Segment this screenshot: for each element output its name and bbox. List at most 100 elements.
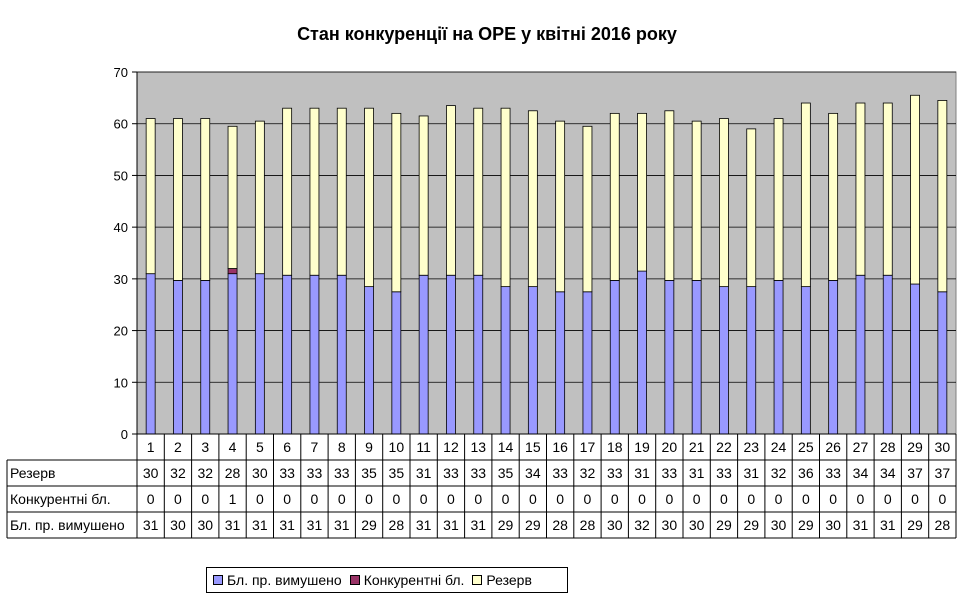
bar-segment [227, 273, 238, 435]
table-cell: 0 [474, 491, 482, 507]
bar-segment [364, 107, 374, 288]
bar-segment [582, 291, 593, 435]
bar-segment [664, 110, 675, 281]
x-tick-label: 4 [229, 439, 237, 455]
table-cell: 0 [556, 491, 564, 507]
table-cell: 33 [662, 465, 678, 481]
bar-segment [937, 100, 948, 293]
bar-segment [937, 291, 948, 435]
bar-segment [391, 112, 402, 293]
table-cell: 0 [829, 491, 837, 507]
bar-segment [746, 286, 757, 435]
bar-segment [200, 280, 211, 435]
bar-segment [364, 286, 374, 435]
table-cell: 0 [502, 491, 510, 507]
legend-item-reserve: Резерв [472, 572, 532, 588]
bar-segment [527, 110, 538, 288]
table-cell: 33 [607, 465, 623, 481]
table-cell: 31 [334, 517, 350, 533]
table-cell: 0 [447, 491, 455, 507]
table-row-label: Бл. пр. вимушено [10, 517, 125, 533]
table-cell: 28 [552, 517, 568, 533]
table-cell: 0 [420, 491, 428, 507]
x-tick-label: 12 [443, 439, 459, 455]
table-cell: 28 [225, 465, 241, 481]
x-tick-label: 6 [283, 439, 291, 455]
legend-swatch-forced [213, 575, 223, 585]
x-tick-label: 21 [689, 439, 705, 455]
bar-segment [555, 291, 566, 435]
table-cell: 31 [252, 517, 268, 533]
data-table: 1 2 3 4 5 6 7 8 9 10 11 12 13 14 15 16 17 18 19 20 21 22 23 24 2… [6, 434, 957, 539]
table-cell: 30 [771, 517, 787, 533]
bar-segment [800, 286, 811, 435]
bar-segment [882, 102, 893, 276]
table-cell: 0 [611, 491, 619, 507]
table-cell: 33 [279, 465, 295, 481]
legend-item-competitive: Конкурентні бл. [349, 572, 464, 588]
table-cell: 0 [201, 491, 209, 507]
legend-item-forced: Бл. пр. вимушено [213, 572, 342, 588]
table-cell: 28 [580, 517, 596, 533]
table-cell: 31 [225, 517, 241, 533]
bar-segment [555, 120, 566, 293]
bar-segment [609, 112, 620, 281]
bar-segment [473, 274, 484, 435]
table-cell: 0 [775, 491, 783, 507]
bar-segment [691, 280, 702, 435]
table-cell: 35 [361, 465, 377, 481]
table-cell: 0 [884, 491, 892, 507]
x-tick-label: 3 [201, 439, 209, 455]
x-tick-label: 19 [634, 439, 650, 455]
table-cell: 32 [580, 465, 596, 481]
table-cell: 34 [853, 465, 869, 481]
table-cell: 32 [197, 465, 213, 481]
table-cell: 0 [283, 491, 291, 507]
table-cell: 37 [907, 465, 923, 481]
bar-segment [145, 273, 156, 435]
bar-segment [500, 286, 511, 435]
table-cell: 31 [279, 517, 295, 533]
bar-segment [418, 274, 429, 435]
table-cell: 0 [693, 491, 701, 507]
bar-segment [637, 112, 647, 272]
bar-segment [719, 286, 729, 435]
bar-segment [173, 118, 183, 281]
table-cell: 32 [170, 465, 186, 481]
table-cell: 28 [389, 517, 405, 533]
table-cell: 31 [853, 517, 869, 533]
table-cell: 31 [880, 517, 896, 533]
bar-segment [282, 107, 293, 276]
table-cell: 31 [307, 517, 323, 533]
table-cell: 33 [470, 465, 486, 481]
y-tick-label: 30 [114, 272, 128, 287]
x-tick-label: 13 [470, 439, 486, 455]
x-tick-label: 1 [147, 439, 155, 455]
bar-segment [418, 115, 429, 276]
table-cell: 0 [256, 491, 264, 507]
x-tick-label: 27 [853, 439, 869, 455]
x-tick-label: 20 [662, 439, 678, 455]
bar-segment [773, 118, 784, 281]
bar-segment [910, 94, 920, 285]
y-tick-label: 40 [114, 220, 128, 235]
table-cell: 28 [935, 517, 951, 533]
table-cell: 0 [311, 491, 319, 507]
x-tick-label: 9 [365, 439, 373, 455]
table-cell: 0 [529, 491, 537, 507]
table-cell: 34 [525, 465, 541, 481]
legend-swatch-competitive [349, 575, 360, 585]
bar-segment [173, 280, 183, 435]
table-cell: 31 [689, 465, 705, 481]
table-cell: 35 [498, 465, 514, 481]
table-cell: 29 [716, 517, 732, 533]
bar-segment [664, 280, 675, 435]
table-cell: 33 [552, 465, 568, 481]
y-tick-label: 50 [114, 168, 128, 183]
table-cell: 34 [880, 465, 896, 481]
table-row-label: Конкурентні бл. [10, 491, 111, 507]
plot-area: 0 10 20 30 40 50 60 70 [114, 65, 957, 442]
x-tick-label: 11 [416, 439, 431, 455]
bar-segment [446, 274, 456, 435]
bar-segment [282, 274, 293, 435]
